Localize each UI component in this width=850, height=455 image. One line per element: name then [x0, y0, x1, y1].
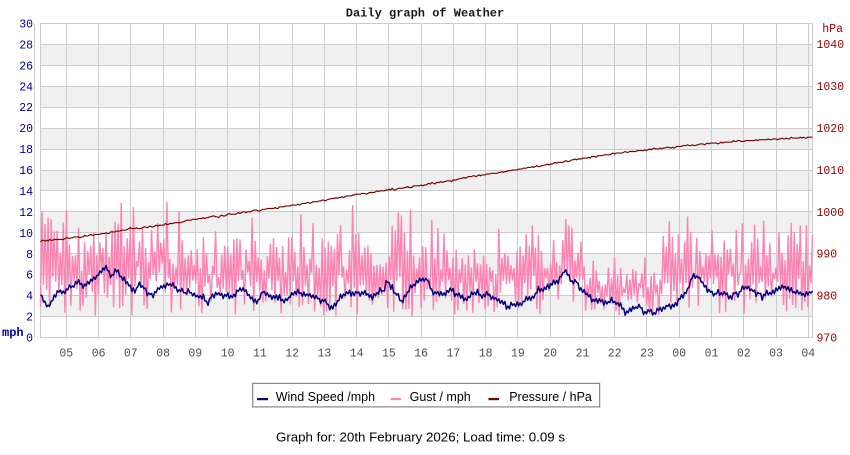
svg-text:04: 04 — [801, 348, 815, 361]
svg-text:13: 13 — [317, 348, 331, 361]
svg-text:22: 22 — [608, 348, 622, 361]
svg-text:22: 22 — [19, 102, 33, 115]
svg-text:08: 08 — [156, 348, 170, 361]
svg-text:hPa: hPa — [822, 23, 843, 36]
svg-text:Pressure / hPa: Pressure / hPa — [509, 390, 592, 404]
svg-text:Graph for: 20th February 2026;: Graph for: 20th February 2026; Load time… — [276, 430, 565, 445]
svg-text:Wind Speed /mph: Wind Speed /mph — [276, 390, 375, 404]
svg-text:16: 16 — [19, 165, 33, 178]
svg-text:20: 20 — [19, 123, 33, 136]
svg-text:12: 12 — [285, 348, 299, 361]
svg-text:2: 2 — [26, 312, 33, 325]
svg-text:1000: 1000 — [817, 207, 845, 220]
svg-text:10: 10 — [19, 228, 33, 241]
svg-text:07: 07 — [124, 348, 138, 361]
svg-text:8: 8 — [26, 249, 33, 262]
svg-text:18: 18 — [479, 348, 493, 361]
svg-text:30: 30 — [19, 19, 33, 32]
svg-text:18: 18 — [19, 144, 33, 157]
svg-text:Gust / mph: Gust / mph — [410, 390, 471, 404]
svg-text:26: 26 — [19, 60, 33, 73]
svg-text:Daily graph of Weather: Daily graph of Weather — [346, 7, 504, 21]
svg-text:24: 24 — [19, 81, 33, 94]
svg-text:16: 16 — [414, 348, 428, 361]
svg-text:1040: 1040 — [817, 39, 845, 52]
svg-text:19: 19 — [511, 348, 525, 361]
svg-text:15: 15 — [382, 348, 396, 361]
svg-text:6: 6 — [26, 270, 33, 283]
svg-text:990: 990 — [817, 249, 838, 262]
svg-text:09: 09 — [188, 348, 202, 361]
svg-text:05: 05 — [59, 348, 73, 361]
svg-text:01: 01 — [705, 348, 719, 361]
svg-text:00: 00 — [672, 348, 686, 361]
svg-text:23: 23 — [640, 348, 654, 361]
svg-text:1020: 1020 — [817, 123, 845, 136]
svg-text:1030: 1030 — [817, 81, 845, 94]
svg-text:980: 980 — [817, 291, 838, 304]
svg-text:4: 4 — [26, 291, 33, 304]
svg-text:0: 0 — [26, 333, 33, 346]
svg-text:10: 10 — [221, 348, 235, 361]
svg-text:1010: 1010 — [817, 165, 845, 178]
svg-text:14: 14 — [350, 348, 364, 361]
svg-text:02: 02 — [737, 348, 751, 361]
svg-text:14: 14 — [19, 186, 33, 199]
svg-text:20: 20 — [543, 348, 557, 361]
svg-text:970: 970 — [817, 333, 838, 346]
svg-text:11: 11 — [253, 348, 267, 361]
svg-text:12: 12 — [19, 207, 33, 220]
svg-text:21: 21 — [576, 348, 590, 361]
svg-text:03: 03 — [769, 348, 783, 361]
svg-text:mph: mph — [2, 326, 24, 340]
svg-text:28: 28 — [19, 39, 33, 52]
svg-text:17: 17 — [446, 348, 460, 361]
svg-text:06: 06 — [92, 348, 106, 361]
